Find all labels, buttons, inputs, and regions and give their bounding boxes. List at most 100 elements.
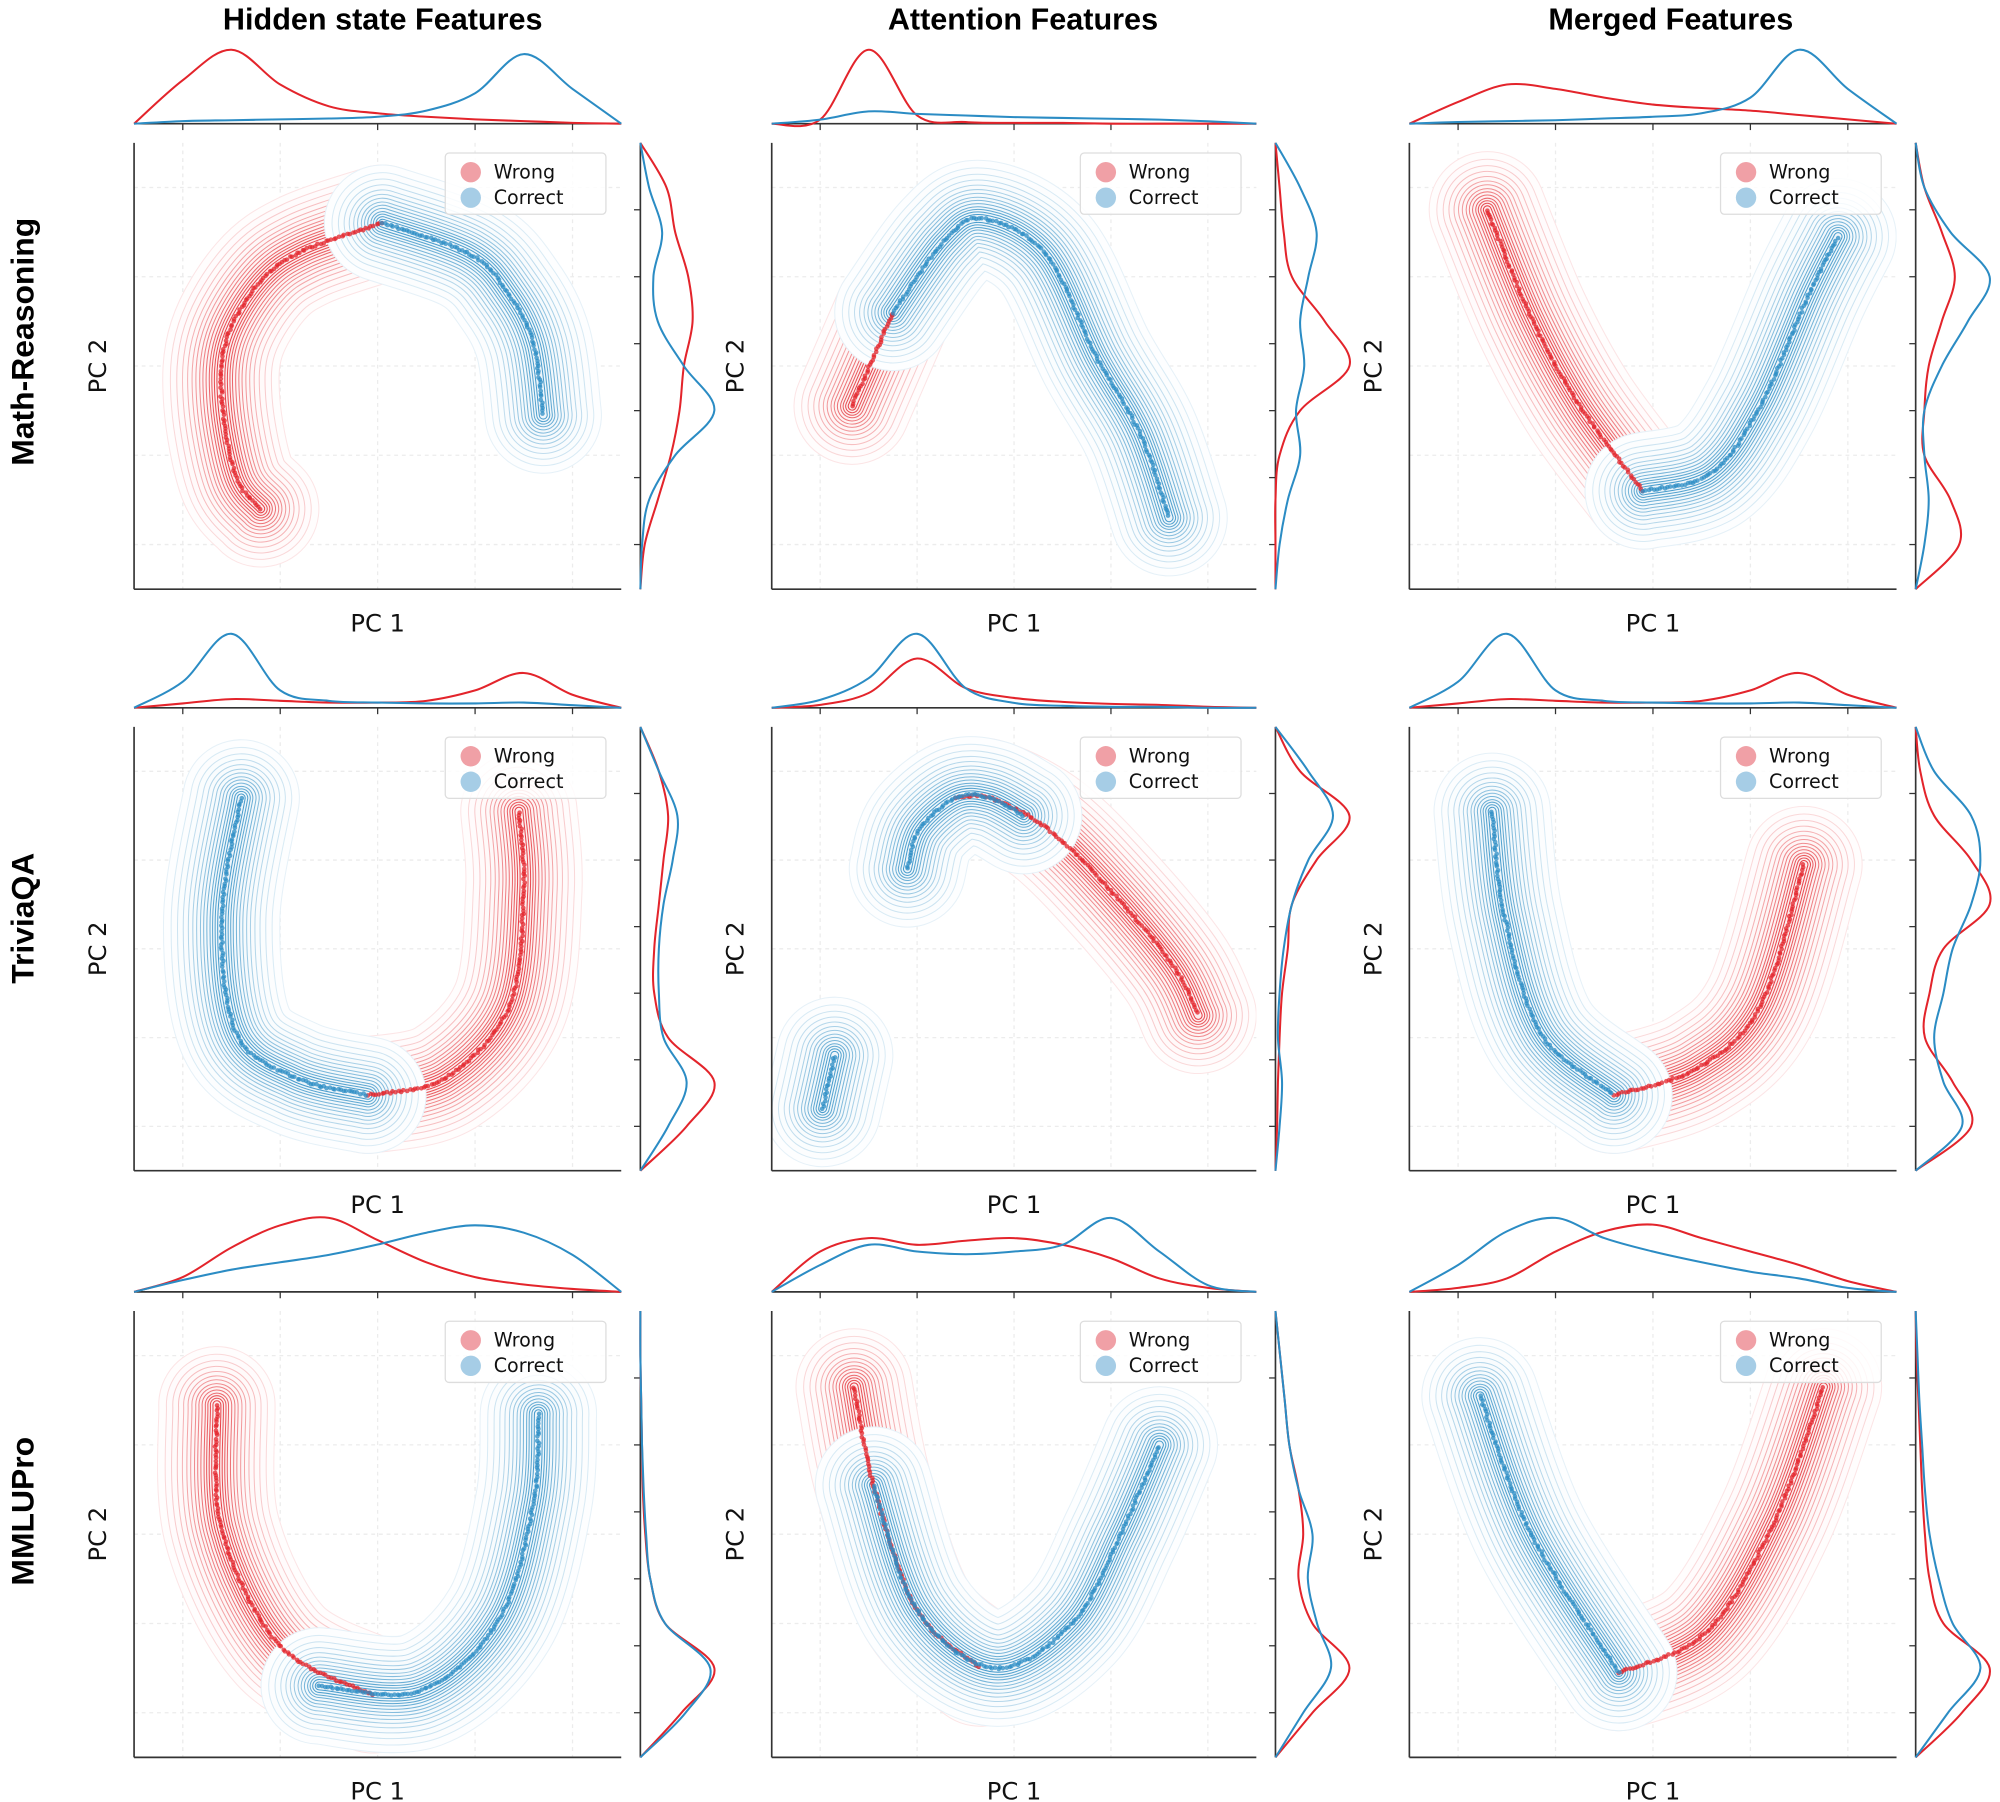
data-point	[232, 466, 237, 471]
x-axis-label: PC 1	[350, 1191, 405, 1219]
legend-label: Correct	[1769, 186, 1839, 209]
column-title: Merged Features	[1548, 2, 1793, 36]
legend: WrongCorrect	[445, 153, 606, 214]
density-curve-correct	[1409, 1218, 1896, 1292]
joint-plot: PC 1 PC 2 WrongCorrect	[84, 50, 714, 638]
column-titles: Hidden state Features Attention Features…	[223, 2, 1793, 36]
legend-marker-wrong	[1736, 1330, 1756, 1350]
legend: WrongCorrect	[445, 737, 606, 798]
density-curve-wrong	[1275, 143, 1350, 589]
legend-marker-correct	[461, 772, 481, 792]
data-point	[1148, 454, 1153, 459]
legend-marker-wrong	[1096, 746, 1116, 766]
data-point	[272, 1065, 277, 1070]
data-point	[1549, 356, 1554, 361]
data-point	[330, 1686, 335, 1691]
data-point	[237, 803, 242, 808]
data-point	[1156, 1445, 1161, 1450]
data-point	[1809, 287, 1814, 292]
data-point	[535, 1472, 540, 1477]
legend-marker-wrong	[1736, 746, 1756, 766]
data-point	[1763, 395, 1768, 400]
x-marginal-density	[1409, 634, 1896, 714]
data-point	[535, 1439, 540, 1444]
legend-marker-correct	[1736, 187, 1756, 207]
x-axis-label: PC 1	[350, 609, 405, 637]
density-curve-wrong	[640, 727, 714, 1171]
row-label: Math-Reasoning	[4, 218, 40, 466]
density-curve-correct	[640, 727, 686, 1171]
y-axis-label: PC 2	[84, 922, 112, 977]
data-point	[1130, 416, 1135, 421]
data-point	[1836, 236, 1841, 241]
data-point	[219, 936, 224, 941]
data-point	[1489, 217, 1494, 222]
data-point	[1649, 1084, 1654, 1089]
x-marginal-density	[1409, 50, 1896, 130]
data-point	[250, 1603, 255, 1608]
data-point	[1792, 1471, 1797, 1476]
kde-contours-correct	[1480, 1396, 1619, 1673]
plot-area	[1478, 1385, 1825, 1675]
x-axis-label: PC 1	[350, 1777, 405, 1802]
legend-label: Wrong	[494, 1329, 555, 1352]
data-point	[1695, 478, 1700, 483]
data-point	[1795, 885, 1800, 890]
data-point	[377, 1092, 382, 1097]
data-point	[920, 269, 925, 274]
data-point	[512, 1582, 517, 1587]
joint-plot: PC 1 PC 2 WrongCorrect	[84, 1217, 715, 1802]
data-point	[534, 1483, 539, 1488]
data-point	[1660, 1080, 1665, 1085]
joint-plot: PC 1 PC 2 WrongCorrect	[722, 634, 1350, 1219]
data-point	[833, 1055, 838, 1060]
kde-contours-correct	[893, 218, 1169, 517]
density-curve-wrong	[772, 1238, 1257, 1292]
y-marginal-density	[1909, 727, 1990, 1171]
legend-marker-correct	[461, 187, 481, 207]
data-point	[213, 1444, 218, 1449]
data-point	[1581, 1618, 1586, 1623]
y-marginal-density	[634, 727, 715, 1171]
data-point	[530, 335, 535, 340]
data-point	[220, 358, 225, 363]
data-point	[1617, 1670, 1622, 1675]
data-point	[425, 235, 430, 240]
density-curve-wrong	[134, 50, 621, 124]
data-point	[1166, 513, 1171, 518]
data-point	[1609, 1091, 1614, 1096]
density-curve-wrong	[1275, 727, 1349, 1171]
data-point	[332, 1087, 337, 1092]
density-curve-correct	[1916, 143, 1990, 589]
data-point	[285, 257, 290, 262]
data-point	[1536, 329, 1541, 334]
panels: PC 1PC 2WrongCorrectPC 1PC 2WrongCorrect…	[84, 50, 1991, 1802]
legend-label: Correct	[494, 770, 564, 793]
data-point	[860, 382, 865, 387]
plot-area	[1489, 810, 1805, 1098]
legend-label: Wrong	[1129, 161, 1190, 184]
data-point	[1730, 1600, 1735, 1605]
y-axis-label: PC 2	[722, 1507, 750, 1562]
data-point	[426, 1084, 431, 1089]
data-point	[297, 251, 302, 256]
data-point	[1769, 979, 1774, 984]
legend-marker-correct	[1096, 1356, 1116, 1376]
data-point	[390, 224, 395, 229]
joint-plot: PC 1 PC 2 WrongCorrect	[722, 50, 1350, 638]
data-point	[1804, 299, 1809, 304]
data-point	[983, 795, 988, 800]
legend-marker-wrong	[1736, 162, 1756, 182]
data-point	[1020, 814, 1025, 819]
y-marginal-density	[1269, 727, 1350, 1171]
data-point	[214, 1497, 219, 1502]
legend-label: Correct	[1769, 770, 1839, 793]
joint-plot: PC 1 PC 2 WrongCorrect	[1359, 634, 1990, 1219]
data-point	[860, 1431, 865, 1436]
joint-plot: PC 1 PC 2 WrongCorrect	[1359, 1218, 1990, 1802]
data-point	[539, 393, 544, 398]
density-curve-correct	[772, 634, 1257, 708]
y-axis-label: PC 2	[84, 1507, 112, 1562]
density-curve-wrong	[134, 1217, 621, 1292]
data-point	[937, 1634, 942, 1639]
